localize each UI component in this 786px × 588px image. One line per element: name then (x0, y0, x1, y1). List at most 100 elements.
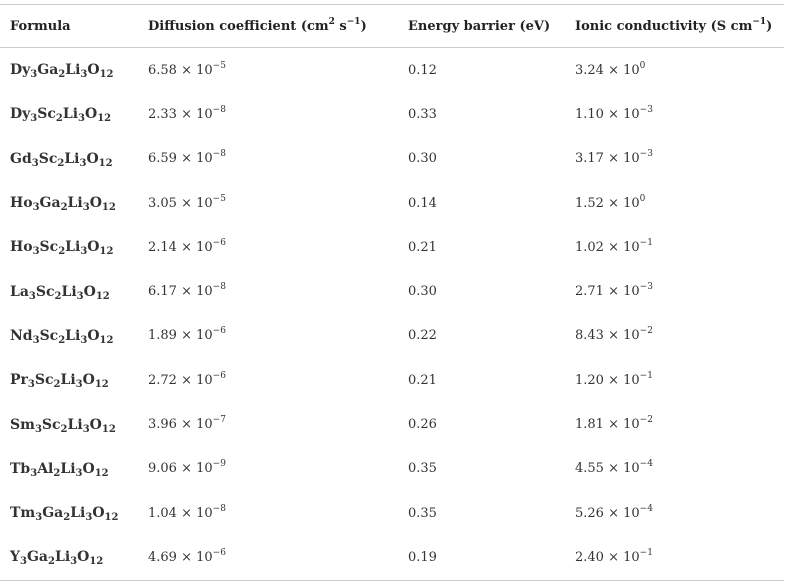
table-row: Tb3Al2Li3O12 9.06 × 10−9 0.35 4.55 × 10−4 (0, 447, 784, 491)
table-cell: 0.12 (398, 48, 565, 93)
formula-cell: Dy3Sc2Li3O12 (0, 92, 138, 136)
cell-text: 0.19 (408, 549, 437, 565)
text-run: 6.59 × 10 (148, 151, 213, 167)
table-cell: 0.22 (398, 314, 565, 358)
formula-cell: Sm3Sc2Li3O12 (0, 402, 138, 446)
table-cell: 3.05 × 10−5 (138, 181, 398, 225)
table-cell: 2.71 × 10−3 (565, 269, 784, 313)
cell-text: 0.30 (408, 284, 437, 300)
text-run: 1.04 × 10 (148, 505, 213, 521)
text-run: ) (360, 18, 367, 34)
data-table: Formula Diffusion coefficient (cm2 s−1) En… (0, 4, 784, 581)
cell-text: 0.21 (408, 239, 437, 255)
text-run: 3.05 × 10 (148, 195, 213, 211)
formula: Nd3Sc2Li3O12 (10, 327, 114, 346)
superscript: −8 (212, 503, 226, 514)
table-cell: 1.52 × 100 (565, 181, 784, 225)
text-run: Diffusion coefficient (cm (148, 18, 329, 34)
formula-cell: Ho3Sc2Li3O12 (0, 225, 138, 269)
superscript: −1 (752, 16, 767, 27)
text-run: Formula (10, 18, 71, 34)
text-run: 6.58 × 10 (148, 62, 213, 78)
formula-cell: La3Sc2Li3O12 (0, 269, 138, 313)
text-run: Ionic conductivity (S cm (575, 18, 753, 34)
formula-cell: Tb3Al2Li3O12 (0, 447, 138, 491)
table-row: Sm3Sc2Li3O12 3.96 × 10−7 0.26 1.81 × 10−2 (0, 402, 784, 446)
table-cell: 1.10 × 10−3 (565, 92, 784, 136)
cell-text: 0.26 (408, 417, 437, 433)
table-cell: 8.43 × 10−2 (565, 314, 784, 358)
superscript: −4 (639, 459, 653, 470)
text-run: 3.17 × 10 (575, 151, 640, 167)
text-run: 3.24 × 10 (575, 62, 640, 78)
table-cell: 2.40 × 10−1 (565, 535, 784, 581)
formula-cell: Pr3Sc2Li3O12 (0, 358, 138, 402)
table-cell: 1.89 × 10−6 (138, 314, 398, 358)
text-run: 1.89 × 10 (148, 328, 213, 344)
table-row: Gd3Sc2Li3O12 6.59 × 10−8 0.30 3.17 × 10−3 (0, 137, 784, 181)
table-row: Ho3Ga2Li3O12 3.05 × 10−5 0.14 1.52 × 100 (0, 181, 784, 225)
text-run: 4.55 × 10 (575, 461, 640, 477)
superscript: −3 (639, 282, 653, 293)
formula-cell: Tm3Ga2Li3O12 (0, 491, 138, 535)
formula-cell: Y3Ga2Li3O12 (0, 535, 138, 581)
text-run: 2.33 × 10 (148, 106, 213, 122)
cell-text: 0.21 (408, 372, 437, 388)
table-cell: 2.33 × 10−8 (138, 92, 398, 136)
table-cell: 1.04 × 10−8 (138, 491, 398, 535)
table-cell: 2.72 × 10−6 (138, 358, 398, 402)
formula: Tm3Ga2Li3O12 (10, 505, 119, 524)
formula: Sm3Sc2Li3O12 (10, 416, 116, 435)
superscript: −3 (639, 149, 653, 160)
table-cell: 4.55 × 10−4 (565, 447, 784, 491)
superscript: −1 (639, 547, 653, 558)
superscript: −9 (212, 459, 226, 470)
table-cell: 3.17 × 10−3 (565, 137, 784, 181)
table-body: Dy3Ga2Li3O12 6.58 × 10−5 0.12 3.24 × 100 Dy3… (0, 48, 784, 581)
table-cell: 1.02 × 10−1 (565, 225, 784, 269)
superscript: −8 (212, 149, 226, 160)
formula: Y3Ga2Li3O12 (10, 549, 104, 568)
column-header: Formula (0, 4, 138, 48)
text-run: 2.14 × 10 (148, 239, 213, 255)
table-cell: 0.14 (398, 181, 565, 225)
superscript: −6 (212, 326, 226, 337)
table-cell: 6.17 × 10−8 (138, 269, 398, 313)
table-row: La3Sc2Li3O12 6.17 × 10−8 0.30 2.71 × 10−3 (0, 269, 784, 313)
table-cell: 0.26 (398, 402, 565, 446)
table-cell: 2.14 × 10−6 (138, 225, 398, 269)
table-cell: 6.58 × 10−5 (138, 48, 398, 93)
superscript: 0 (639, 193, 646, 204)
formula-cell: Dy3Ga2Li3O12 (0, 48, 138, 93)
cell-text: 0.30 (408, 151, 437, 167)
table-row: Nd3Sc2Li3O12 1.89 × 10−6 0.22 8.43 × 10−2 (0, 314, 784, 358)
text-run: 2.72 × 10 (148, 372, 213, 388)
superscript: −1 (639, 237, 653, 248)
superscript: −2 (639, 326, 653, 337)
text-run: 2.71 × 10 (575, 284, 640, 300)
table-cell: 1.81 × 10−2 (565, 402, 784, 446)
formula-cell: Nd3Sc2Li3O12 (0, 314, 138, 358)
text-run: ) (766, 18, 773, 34)
formula: Ho3Sc2Li3O12 (10, 239, 114, 258)
text-run: 6.17 × 10 (148, 284, 213, 300)
text-run: 9.06 × 10 (148, 461, 213, 477)
text-run: Energy barrier (eV) (408, 18, 551, 34)
superscript: −8 (212, 104, 226, 115)
formula: La3Sc2Li3O12 (10, 283, 110, 302)
text-run: 1.52 × 10 (575, 195, 640, 211)
table-row: Tm3Ga2Li3O12 1.04 × 10−8 0.35 5.26 × 10−4 (0, 491, 784, 535)
table-cell: 3.96 × 10−7 (138, 402, 398, 446)
table-cell: 0.30 (398, 269, 565, 313)
formula: Pr3Sc2Li3O12 (10, 372, 109, 391)
table-cell: 0.35 (398, 447, 565, 491)
superscript: −1 (346, 16, 361, 27)
text-run: 1.02 × 10 (575, 239, 640, 255)
table-row: Dy3Ga2Li3O12 6.58 × 10−5 0.12 3.24 × 100 (0, 48, 784, 93)
table-cell: 3.24 × 100 (565, 48, 784, 93)
text-run: 8.43 × 10 (575, 328, 640, 344)
superscript: −4 (639, 503, 653, 514)
superscript: −6 (212, 370, 226, 381)
table-row: Dy3Sc2Li3O12 2.33 × 10−8 0.33 1.10 × 10−3 (0, 92, 784, 136)
